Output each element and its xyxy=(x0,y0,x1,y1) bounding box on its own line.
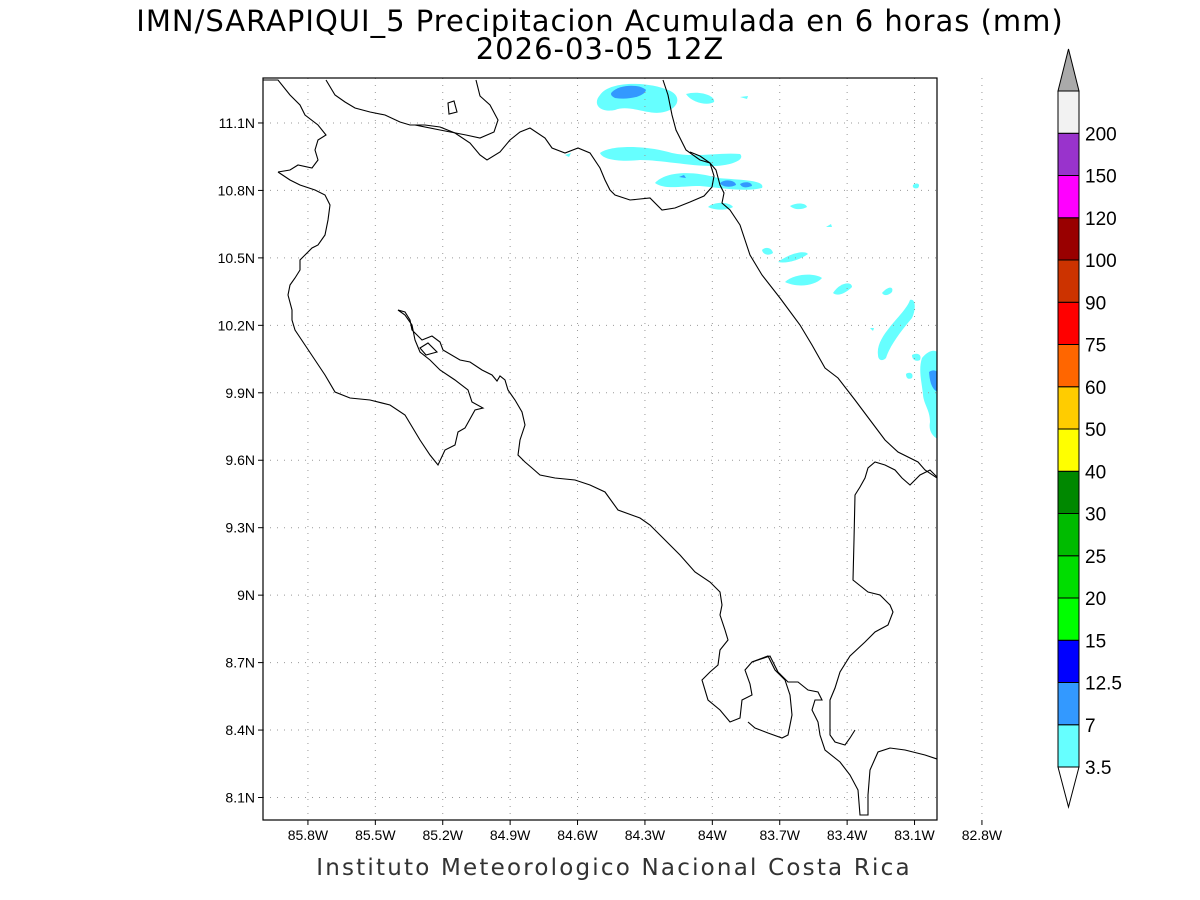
colorbar-label: 200 xyxy=(1085,124,1117,145)
map-title: IMN/SARAPIQUI_5 Precipitacion Acumulada … xyxy=(136,4,1064,38)
costa-rica-panama-border xyxy=(829,461,937,746)
colorbar-swatch xyxy=(1057,555,1080,599)
colorbar-label: 20 xyxy=(1085,589,1106,610)
colorbar-label: 100 xyxy=(1085,251,1117,272)
lake-arenal xyxy=(419,342,439,356)
x-tick-label: 84.9W xyxy=(490,827,531,843)
colorbar-high-arrow xyxy=(1057,48,1080,92)
precipitation-layer xyxy=(565,83,937,439)
x-tick-label: 83.7W xyxy=(759,827,800,843)
x-axis-ticks: 85.8W 85.5W 85.2W 84.9W 84.6W 84.3W 84W 83.7W 83… xyxy=(288,820,1003,843)
y-tick-label: 8.7N xyxy=(225,655,255,671)
colorbar-swatch xyxy=(1057,513,1080,557)
colorbar-label: 25 xyxy=(1085,547,1106,568)
precip-medium-areas xyxy=(611,85,937,392)
x-tick-label: 85.8W xyxy=(288,827,329,843)
y-tick-label: 10.8N xyxy=(218,182,255,198)
x-tick-label: 84.3W xyxy=(625,827,666,843)
colorbar-swatch xyxy=(1057,90,1080,134)
island-marker xyxy=(447,100,458,115)
colorbar-label: 12.5 xyxy=(1085,674,1122,695)
colorbar-swatch xyxy=(1057,386,1080,430)
colorbar-swatch xyxy=(1057,259,1080,303)
colorbar-label: 50 xyxy=(1085,420,1106,441)
osa-peninsula xyxy=(751,655,937,816)
colorbar-legend: 3.5 7 12.5 15 20 25 30 40 50 60 75 90 100 120 150 200 xyxy=(1057,48,1122,809)
y-tick-label: 8.4N xyxy=(225,722,255,738)
colorbar-swatch xyxy=(1057,217,1080,261)
colorbar-swatch xyxy=(1057,132,1080,176)
y-tick-label: 9.6N xyxy=(225,452,255,468)
x-tick-label: 82.8W xyxy=(962,827,1003,843)
map-gridlines xyxy=(263,78,983,820)
colorbar-label: 15 xyxy=(1085,631,1106,652)
colorbar-swatch xyxy=(1057,301,1080,345)
caribbean-coast xyxy=(662,79,937,479)
y-tick-label: 10.5N xyxy=(218,250,255,266)
precip-light-areas xyxy=(565,83,937,439)
colorbar-label: 60 xyxy=(1085,378,1106,399)
colorbar-swatch xyxy=(1057,470,1080,514)
y-tick-label: 10.2N xyxy=(218,317,255,333)
colorbar-swatch xyxy=(1057,428,1080,472)
x-tick-label: 84.6W xyxy=(557,827,598,843)
y-tick-label: 11.1N xyxy=(219,115,255,131)
x-tick-label: 83.4W xyxy=(827,827,868,843)
colorbar-swatch xyxy=(1057,344,1080,388)
institution-credit: Instituto Meteorologico Nacional Costa R… xyxy=(316,855,912,881)
y-tick-label: 9N xyxy=(237,587,255,603)
colorbar-low-arrow xyxy=(1057,766,1080,809)
colorbar-label: 40 xyxy=(1085,462,1106,483)
colorbar-label: 120 xyxy=(1085,209,1117,230)
colorbar-label: 7 xyxy=(1085,716,1096,737)
colorbar-swatch xyxy=(1057,639,1080,683)
map-frame xyxy=(262,77,938,821)
x-tick-label: 84W xyxy=(698,827,728,843)
colorbar-label: 90 xyxy=(1085,293,1106,314)
y-axis-ticks: 11.1N 10.8N 10.5N 10.2N 9.9N 9.6N 9.3N 9N 8.7N 8.… xyxy=(218,115,263,806)
x-tick-label: 85.2W xyxy=(422,827,463,843)
colorbar-label: 75 xyxy=(1085,336,1106,357)
colorbar-swatch xyxy=(1057,682,1080,726)
pacific-coast xyxy=(277,171,793,739)
y-tick-label: 9.9N xyxy=(225,385,255,401)
x-tick-label: 85.5W xyxy=(355,827,396,843)
y-tick-label: 9.3N xyxy=(225,520,255,536)
colorbar-swatch xyxy=(1057,175,1080,219)
coastline-layer xyxy=(263,79,937,816)
nicaragua-shore-north xyxy=(414,79,499,139)
colorbar-label: 150 xyxy=(1085,167,1117,188)
y-tick-label: 8.1N xyxy=(225,790,255,806)
colorbar-label: 30 xyxy=(1085,505,1106,526)
map-datetime: 2026-03-05 12Z xyxy=(475,32,725,66)
colorbar-swatch xyxy=(1057,724,1080,768)
colorbar-swatch xyxy=(1057,597,1080,641)
nicaragua-coast xyxy=(263,79,327,173)
lake-nicaragua-shore xyxy=(325,79,715,211)
x-tick-label: 83.1W xyxy=(894,827,935,843)
colorbar-label: 3.5 xyxy=(1085,758,1111,779)
